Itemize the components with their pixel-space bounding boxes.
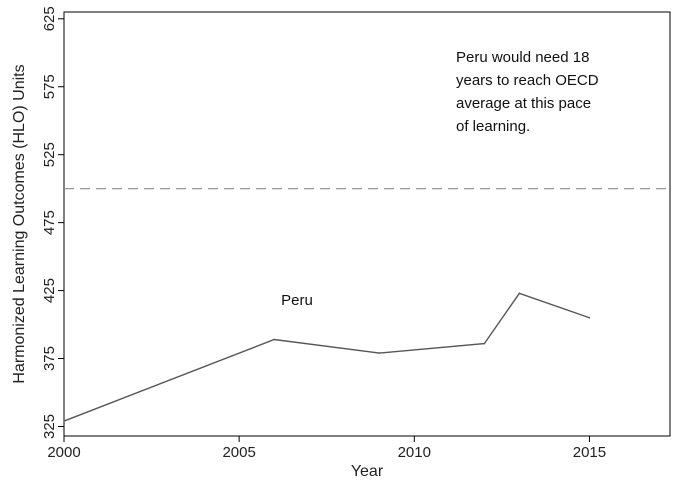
plot-frame <box>63 11 671 437</box>
y-tick-label: 325 <box>41 414 58 439</box>
x-tick-label: 2005 <box>222 444 255 461</box>
y-tick-label: 575 <box>41 74 58 99</box>
x-axis: 2000 2005 2010 2015 <box>47 436 606 461</box>
annotation-text: Peru would need 18 years to reach OECD ave… <box>456 49 599 135</box>
y-tick-label: 625 <box>41 6 58 31</box>
annotation-line: Peru would need 18 <box>456 49 589 66</box>
data-point <box>273 338 275 341</box>
x-tick-label: 2010 <box>398 444 431 461</box>
y-tick-label: 525 <box>41 142 58 167</box>
annotation-line: years to reach OECD <box>456 72 599 89</box>
data-point <box>518 292 521 295</box>
series-line-peru <box>63 292 590 422</box>
data-point <box>483 342 486 345</box>
y-axis: 325 375 425 475 525 575 625 <box>41 6 64 439</box>
y-tick-label: 475 <box>41 210 58 235</box>
x-axis-title: Year <box>351 463 384 480</box>
y-axis-title: Harmonized Learning Outcomes (HLO) Units <box>11 64 28 383</box>
data-point <box>588 316 591 319</box>
data-point <box>378 352 381 354</box>
x-tick-label: 2000 <box>47 444 80 461</box>
series-label-peru: Peru <box>281 292 313 309</box>
y-tick-label: 425 <box>41 278 58 303</box>
y-tick-label: 375 <box>41 346 58 371</box>
data-point <box>63 420 65 422</box>
annotation-line: of learning. <box>456 118 530 135</box>
x-tick-label: 2015 <box>573 444 606 461</box>
annotation-line: average at this pace <box>456 95 591 112</box>
series-points <box>63 292 591 422</box>
